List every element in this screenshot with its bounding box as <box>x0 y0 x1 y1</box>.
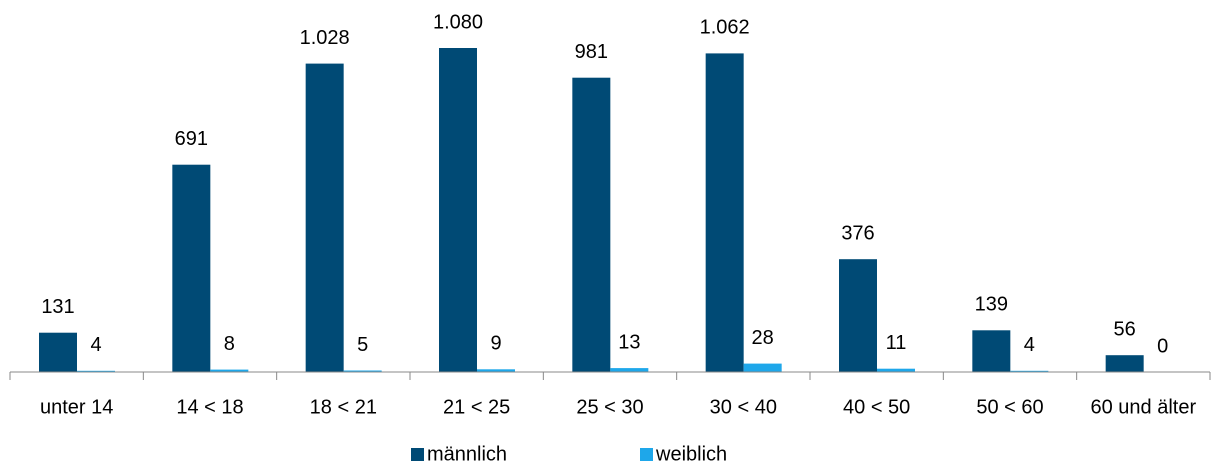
x-tick-label: 50 < 60 <box>976 396 1043 418</box>
bar <box>305 63 344 372</box>
bar <box>39 332 77 372</box>
value-label: 981 <box>575 41 608 63</box>
x-tick-label: 40 < 50 <box>843 396 910 418</box>
x-tick-label: unter 14 <box>40 396 113 418</box>
value-label: 0 <box>1157 335 1168 357</box>
bar <box>210 369 249 372</box>
value-label: 56 <box>1114 318 1136 340</box>
bar <box>610 368 649 372</box>
value-label: 131 <box>41 296 74 318</box>
value-label: 13 <box>618 331 640 353</box>
x-tick-label: 30 < 40 <box>710 396 777 418</box>
bar <box>572 77 611 372</box>
value-label: 5 <box>357 334 368 356</box>
value-label: 8 <box>224 333 235 355</box>
bar <box>839 259 877 372</box>
legend-label: weiblich <box>655 443 727 465</box>
x-tick-label: 21 < 25 <box>443 396 510 418</box>
legend-swatch <box>640 448 653 461</box>
x-tick-label: 60 und älter <box>1091 396 1197 418</box>
bar <box>343 370 382 372</box>
bar <box>172 164 211 372</box>
bar <box>77 370 115 372</box>
bar <box>1105 355 1144 372</box>
bar <box>972 330 1011 372</box>
value-label: 4 <box>1024 334 1035 356</box>
bar <box>439 48 477 372</box>
legend-swatch <box>411 448 424 461</box>
legend-label: männlich <box>427 443 507 465</box>
value-label: 139 <box>975 294 1008 316</box>
x-tick-label: 18 < 21 <box>310 396 377 418</box>
bar <box>1010 370 1049 372</box>
value-label: 11 <box>886 332 907 354</box>
value-label: 4 <box>90 334 101 356</box>
value-label: 9 <box>490 333 501 355</box>
value-label: 376 <box>841 222 874 244</box>
x-tick-label: 14 < 18 <box>176 396 243 418</box>
value-label: 1.080 <box>433 11 483 33</box>
value-label: 28 <box>752 327 774 349</box>
bar <box>705 53 744 373</box>
bar <box>743 363 782 372</box>
value-label: 1.028 <box>300 27 350 49</box>
bar <box>877 368 915 372</box>
value-label: 691 <box>175 128 208 150</box>
bar <box>477 369 515 372</box>
value-label: 1.062 <box>700 17 750 39</box>
x-tick-label: 25 < 30 <box>576 396 643 418</box>
